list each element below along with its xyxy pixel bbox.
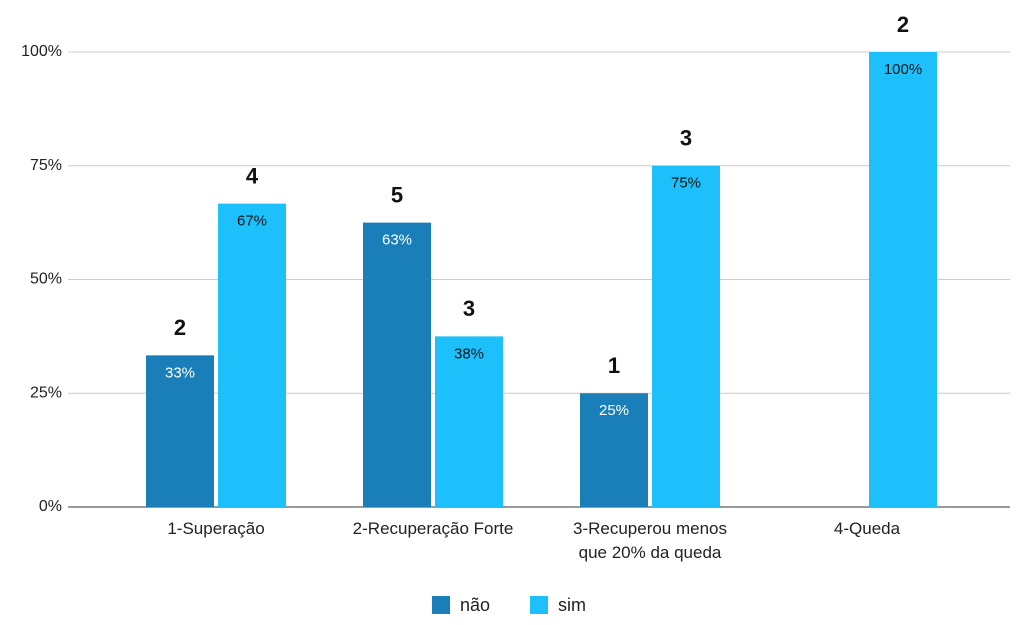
legend-label: não [460, 595, 490, 615]
bar [580, 393, 648, 507]
x-tick-label: 2-Recuperação Forte [352, 519, 514, 538]
data-label: 67% [237, 213, 267, 230]
data-label: 75% [671, 175, 701, 192]
bar [218, 203, 286, 508]
count-label: 1 [608, 353, 620, 378]
data-label: 33% [165, 364, 195, 381]
bar [146, 355, 214, 507]
count-label: 3 [680, 126, 692, 151]
data-label: 63% [382, 232, 412, 249]
x-tick-label: 4-Queda [833, 519, 901, 538]
legend-swatch [530, 596, 548, 614]
data-label: 38% [454, 345, 484, 362]
count-label: 5 [391, 182, 403, 207]
bar [869, 52, 937, 507]
x-tick-label: 1-Superação [167, 519, 265, 538]
count-label: 4 [246, 163, 259, 188]
y-tick-label: 75% [30, 157, 62, 174]
count-label: 2 [897, 12, 909, 37]
bar [435, 336, 503, 507]
y-tick-label: 100% [21, 43, 62, 60]
y-tick-label: 25% [30, 384, 62, 401]
y-tick-label: 50% [30, 271, 62, 288]
legend-swatch [432, 596, 450, 614]
y-tick-label: 0% [39, 498, 62, 515]
legend-label: sim [558, 595, 586, 615]
count-label: 3 [463, 296, 475, 321]
data-label: 100% [884, 61, 922, 78]
bar [363, 222, 431, 507]
bar [652, 165, 720, 507]
count-label: 2 [174, 315, 186, 340]
x-tick-label: 3-Recuperou menos que 20% da queda [572, 519, 728, 562]
data-label: 25% [599, 402, 629, 419]
